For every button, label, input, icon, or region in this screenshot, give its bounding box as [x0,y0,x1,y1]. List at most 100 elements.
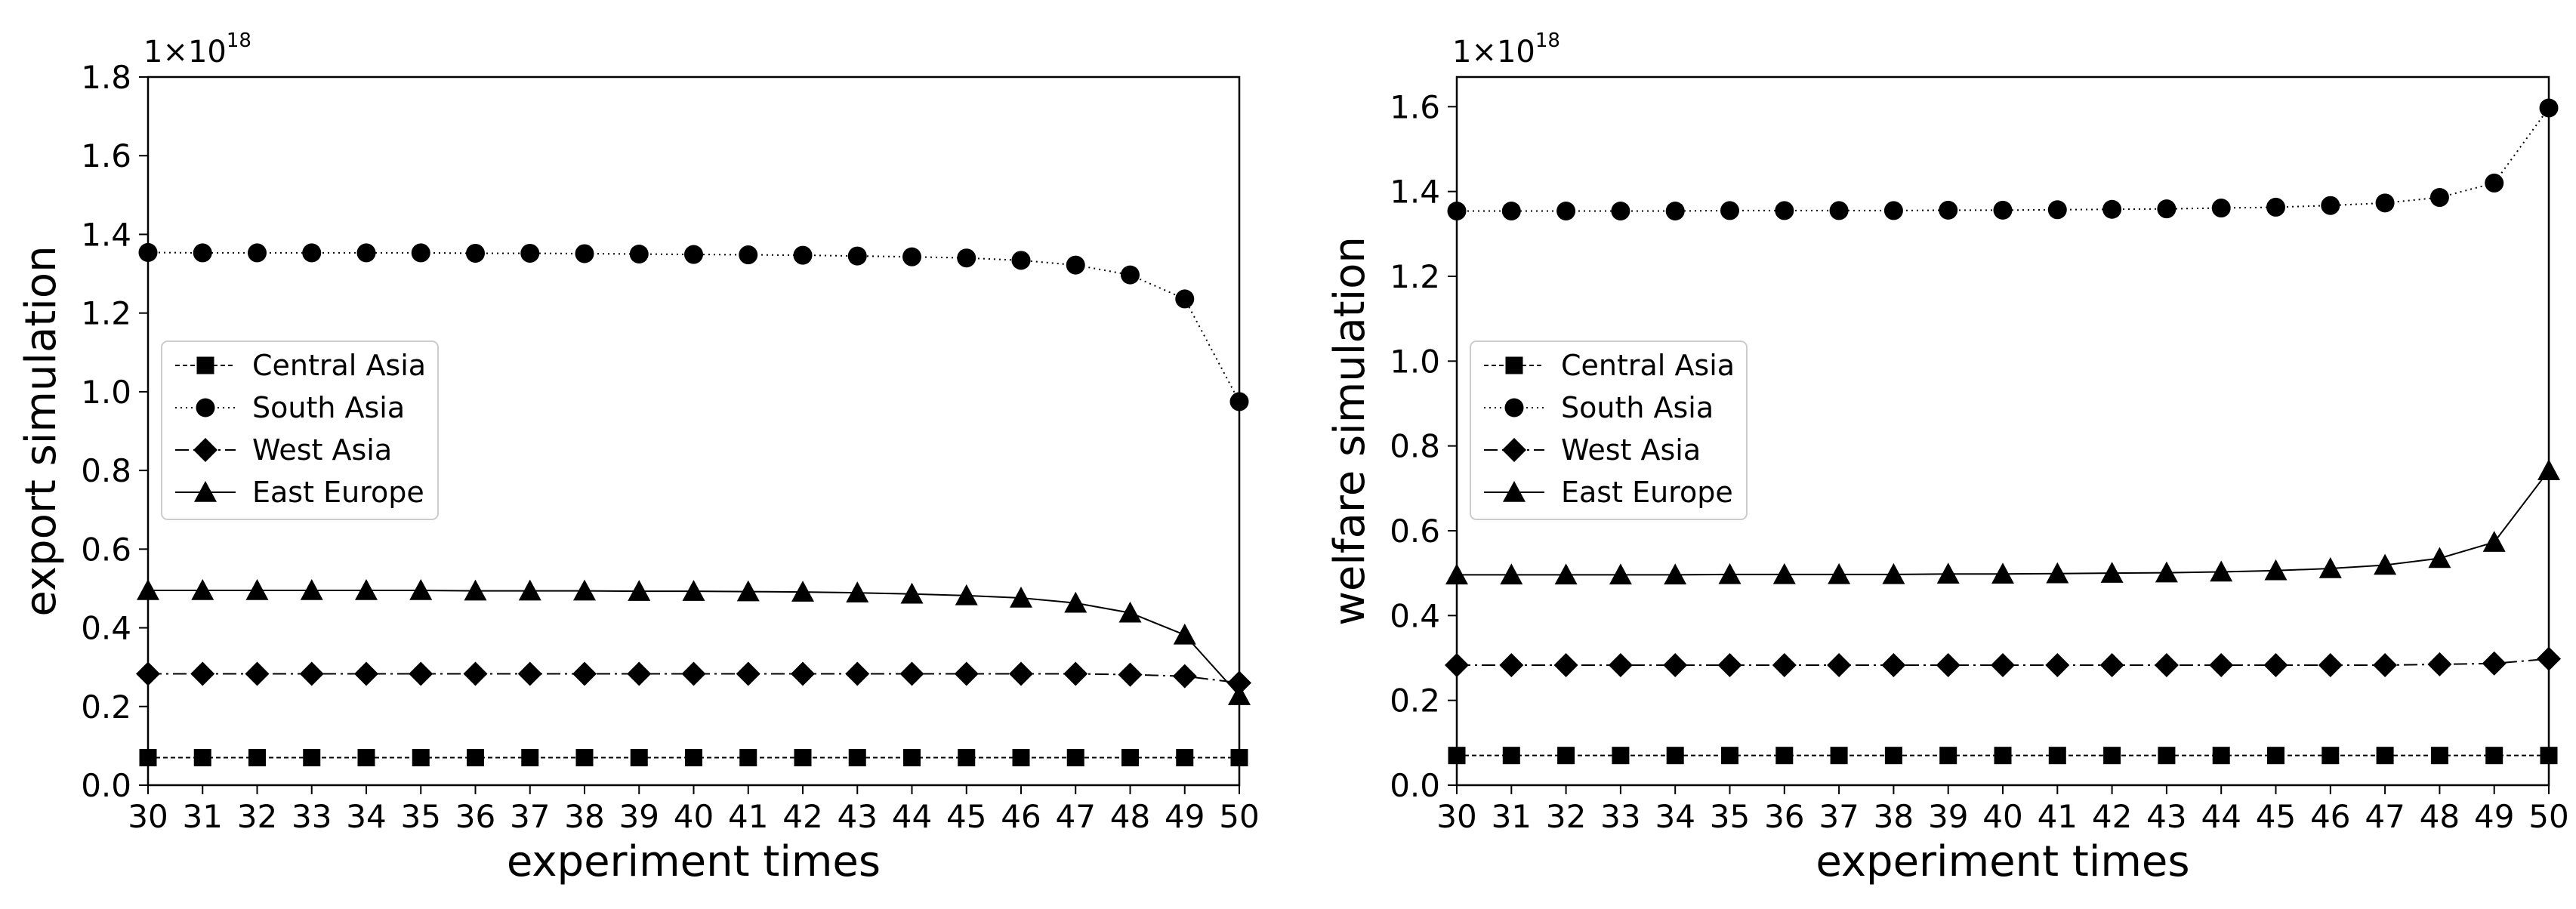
x-axis-label: experiment times [1816,837,2189,886]
marker-east-europe-35 [409,579,433,600]
y-tick-label: 1.6 [1390,88,1440,125]
marker-central-asia-39 [1939,747,1957,765]
marker-west-asia-43 [2154,653,2179,678]
marker-central-asia-38 [575,749,594,767]
marker-west-asia-34 [354,661,378,686]
marker-south-asia-45 [2266,197,2285,217]
x-tick-label: 41 [728,798,768,835]
y-tick-label: 0.6 [1390,513,1440,550]
x-tick-label: 45 [946,798,986,835]
series-line-west-asia [1457,658,2550,667]
marker-central-asia-47 [1066,749,1084,767]
marker-south-asia-32 [248,243,267,263]
y-tick-label: 1.8 [81,59,131,96]
x-tick-label: 35 [1710,798,1750,835]
legend-box [1470,340,1748,520]
y-tick-label: 0.2 [81,689,131,726]
marker-south-asia-33 [302,243,322,263]
marker-west-asia-48 [2427,652,2452,676]
marker-west-asia-39 [627,661,652,686]
marker-south-asia-33 [1611,201,1630,220]
marker-west-asia-44 [899,661,924,686]
marker-south-asia-47 [1066,255,1085,275]
marker-central-asia-37 [1830,747,1848,765]
x-tick-label: 43 [2146,798,2186,835]
x-tick-label: 49 [1165,798,1205,835]
marker-east-europe-44 [900,582,924,604]
marker-east-europe-37 [518,579,541,601]
marker-central-asia-45 [2267,747,2284,765]
marker-central-asia-35 [412,749,430,767]
marker-east-europe-46 [1010,586,1032,608]
legend-marker-west-asia [193,438,217,462]
marker-east-europe-33 [300,579,323,600]
marker-east-europe-36 [464,579,487,601]
marker-east-europe-40 [682,580,705,601]
x-tick-label: 35 [401,798,441,835]
legend-label-west-asia: West Asia [252,433,392,467]
y-tick-label: 0.8 [1390,428,1440,465]
marker-south-asia-49 [2485,173,2504,193]
marker-central-asia-48 [1121,749,1139,767]
x-tick-label: 47 [2365,798,2405,835]
marker-east-europe-37 [1828,562,1851,584]
marker-south-asia-43 [2157,199,2176,219]
legend-label-west-asia: West Asia [1561,433,1701,467]
marker-west-asia-35 [1717,653,1742,678]
marker-central-asia-37 [521,749,539,767]
marker-east-europe-43 [2155,561,2178,583]
y-tick-label: 1.4 [81,216,131,253]
marker-south-asia-41 [2047,200,2067,220]
marker-west-asia-37 [1827,653,1852,678]
marker-east-europe-42 [791,581,814,602]
legend-label-east-europe: East Europe [1561,476,1733,509]
legend-marker-east-europe [194,481,217,502]
x-tick-label: 46 [1001,798,1041,835]
marker-west-asia-42 [791,661,815,686]
marker-south-asia-44 [2211,199,2231,218]
x-tick-label: 31 [183,798,223,835]
marker-central-asia-32 [248,749,266,767]
x-tick-label: 48 [2420,798,2460,835]
marker-west-asia-43 [845,661,870,686]
marker-east-europe-41 [736,580,760,602]
marker-east-europe-40 [1991,562,2014,584]
marker-south-asia-46 [2321,196,2340,215]
marker-east-europe-43 [846,581,869,602]
marker-central-asia-41 [2048,747,2066,765]
legend-box [161,340,439,520]
x-tick-label: 41 [2038,798,2078,835]
marker-west-asia-46 [2318,653,2343,678]
marker-south-asia-34 [356,243,376,263]
marker-south-asia-42 [2102,199,2122,219]
x-tick-label: 39 [1928,798,1968,835]
marker-central-asia-49 [2485,747,2504,765]
marker-central-asia-43 [2158,747,2176,765]
marker-central-asia-36 [467,749,484,767]
marker-west-asia-45 [2263,653,2288,678]
x-tick-label: 42 [782,798,822,835]
marker-south-asia-41 [739,245,758,265]
x-tick-label: 38 [564,798,604,835]
marker-south-asia-31 [1501,201,1521,220]
plot-area [1445,98,2561,765]
marker-east-europe-47 [1064,591,1087,613]
marker-south-asia-36 [466,243,485,263]
x-tick-label: 31 [1492,798,1532,835]
marker-east-europe-32 [1554,563,1578,585]
marker-west-asia-48 [1118,662,1143,687]
marker-central-asia-31 [1502,747,1520,765]
marker-east-europe-31 [191,579,214,600]
marker-south-asia-31 [193,243,212,263]
marker-east-europe-44 [2210,560,2233,582]
y-tick-label: 0.4 [1390,597,1440,634]
marker-south-asia-32 [1556,201,1576,220]
legend-label-east-europe: East Europe [252,476,424,509]
marker-east-europe-42 [2100,562,2124,583]
marker-west-asia-34 [1663,653,1688,678]
marker-east-europe-34 [1664,563,1687,585]
x-tick-label: 40 [1982,798,2022,835]
marker-south-asia-43 [847,246,867,266]
y-axis-label: welfare simulation [1325,236,1374,626]
